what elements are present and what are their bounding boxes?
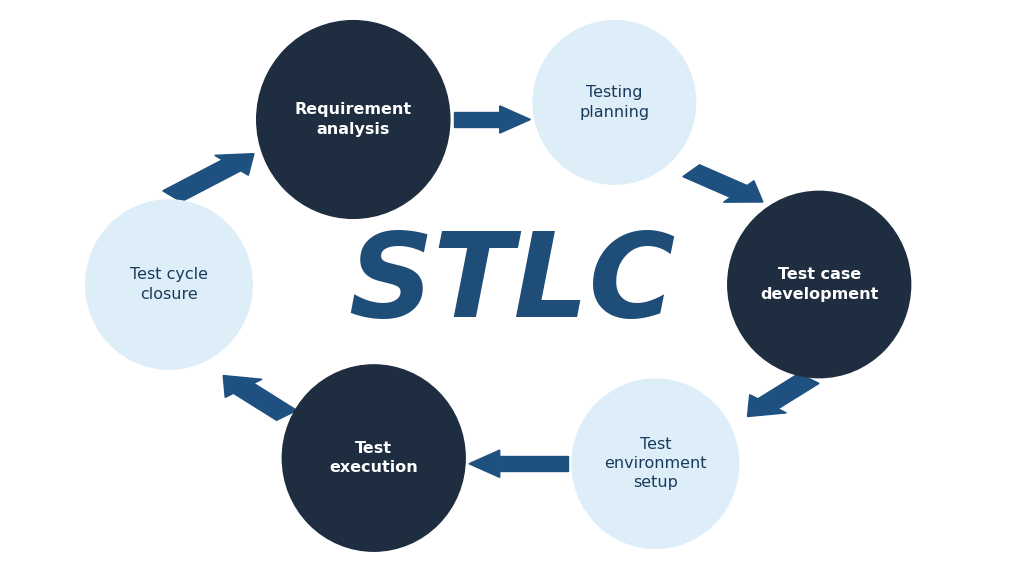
Ellipse shape — [282, 364, 466, 552]
Text: Test
environment
setup: Test environment setup — [604, 437, 707, 490]
Polygon shape — [500, 456, 568, 471]
Polygon shape — [454, 112, 500, 127]
Text: Test cycle
closure: Test cycle closure — [130, 267, 208, 302]
Text: Test case
development: Test case development — [760, 267, 879, 302]
Text: STLC: STLC — [348, 227, 676, 342]
Polygon shape — [163, 160, 241, 202]
Ellipse shape — [85, 199, 253, 370]
Polygon shape — [469, 450, 500, 477]
Polygon shape — [758, 373, 819, 409]
Polygon shape — [500, 106, 530, 133]
Ellipse shape — [532, 20, 696, 185]
Polygon shape — [683, 165, 748, 197]
Polygon shape — [223, 376, 262, 397]
Polygon shape — [215, 154, 254, 175]
Text: Testing
planning: Testing planning — [580, 85, 649, 119]
Ellipse shape — [727, 191, 911, 378]
Ellipse shape — [571, 378, 739, 549]
Ellipse shape — [256, 20, 451, 219]
Text: Test
execution: Test execution — [330, 441, 418, 475]
Polygon shape — [233, 384, 297, 420]
Text: Requirement
analysis: Requirement analysis — [295, 102, 412, 137]
Polygon shape — [748, 395, 786, 417]
Polygon shape — [724, 181, 763, 202]
